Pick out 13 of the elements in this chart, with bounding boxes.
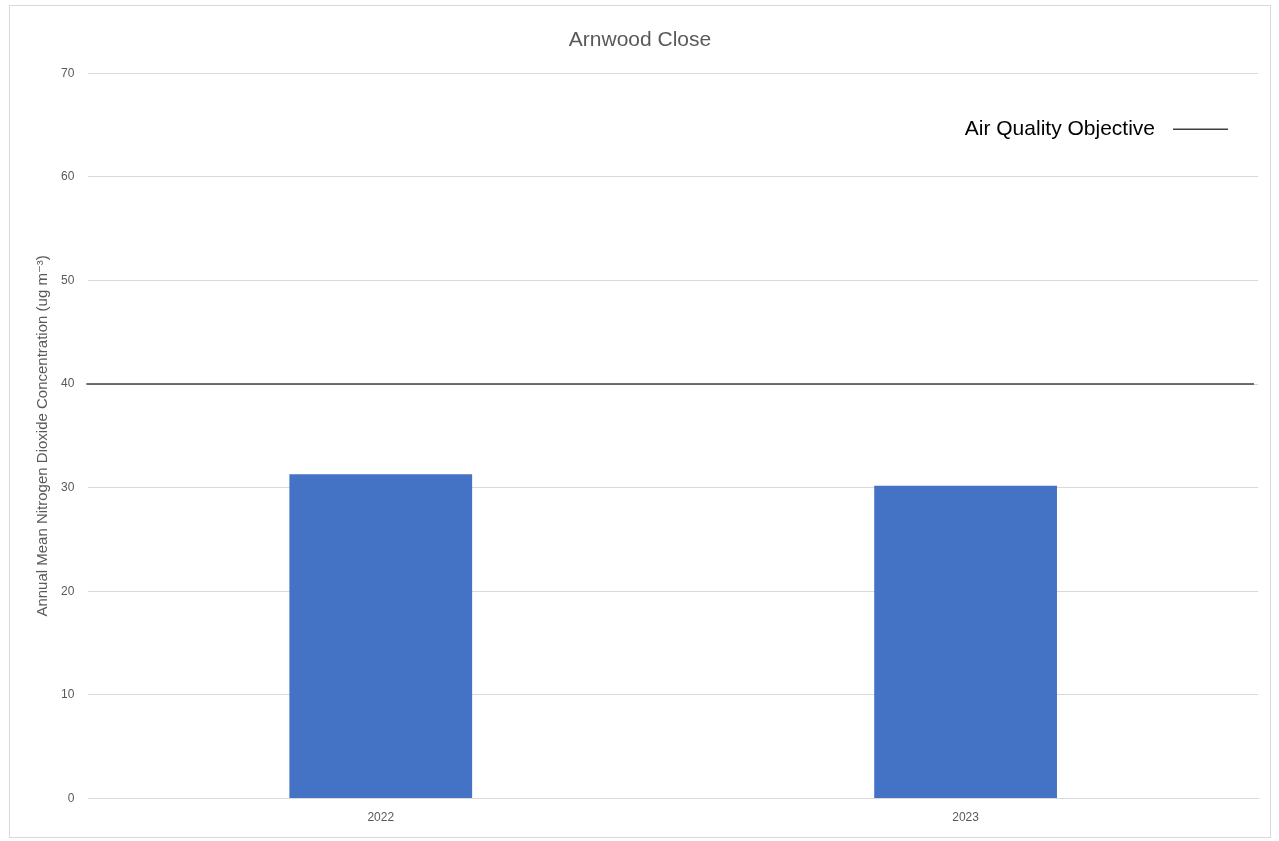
y-tick-label: 30 [60,480,75,495]
y-tick-label: 70 [60,65,75,80]
x-tick-label: 2023 [952,810,980,825]
chart-title: Arnwood Close [568,27,712,51]
y-axis-title: Annual Mean Nitrogen Dioxide Concentration (ug m⁻³) [33,255,51,617]
y-tick-label: 60 [60,169,75,184]
x-tick-label: 2022 [367,810,395,825]
y-tick-label: 10 [60,687,75,702]
y-tick-label: 20 [60,583,75,598]
legend-label: Air Quality Objective [964,116,1155,139]
y-tick-label: 0 [67,790,75,805]
y-tick-label: 50 [60,272,75,287]
y-tick-label: 40 [60,376,75,391]
